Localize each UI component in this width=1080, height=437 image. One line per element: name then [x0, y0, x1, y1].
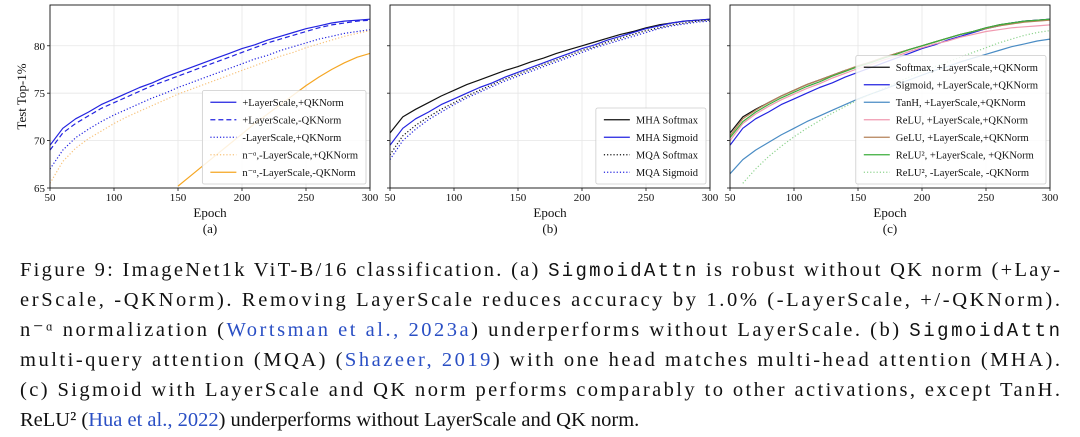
x-tick-label: 50 [725, 192, 737, 204]
x-tick-label: 250 [638, 192, 655, 204]
x-tick-label: 300 [362, 192, 379, 204]
legend-label: -LayerScale,+QKNorm [242, 133, 341, 144]
x-tick-label: 100 [106, 192, 123, 204]
x-tick-label: 200 [234, 192, 251, 204]
x-tick-label: 100 [786, 192, 803, 204]
legend-label: n⁻ᵅ,-LayerScale,-QKNorm [242, 168, 355, 179]
legend-box [201, 90, 367, 185]
caption-text: ) with one head matches multi-head atten… [493, 349, 1060, 371]
x-tick-label: 200 [914, 192, 931, 204]
legend-label: ReLU, +LayerScale,+QKNorm [896, 116, 1028, 127]
panel-label: (b) [542, 221, 557, 236]
caption-text: (c) Sigmoid with LayerScale and QK norm … [20, 379, 1060, 401]
legend: MHA Softmax MHA Sigmoid MQA Softmax MQA Sig… [595, 107, 707, 185]
legend-label: ReLU², -LayerScale, -QKNorm [896, 168, 1029, 179]
legend-label: Softmax, +LayerScale,+QKNorm [896, 63, 1038, 74]
panel: 65 70 75 80 50 100 150 200 250 300 Epoch(a) Test To… [14, 4, 379, 236]
x-tick-label: 250 [298, 192, 315, 204]
caption-text: SigmoidAttn [548, 260, 696, 282]
legend-label: MHA Softmax [636, 116, 699, 127]
y-tick-label: 75 [34, 88, 46, 100]
y-tick-label: 80 [34, 41, 46, 53]
series-line [390, 20, 710, 160]
series-line [50, 30, 370, 184]
legend-label: Sigmoid, +LayerScale,+QKNorm [896, 81, 1038, 92]
caption-text: Figure 9: ImageNet1k ViT-B/16 classifica… [20, 259, 546, 281]
legend-label: n⁻ᵅ,-LayerScale,+QKNorm [242, 151, 358, 162]
series-line [50, 18, 370, 146]
caption-text: multi-query attention (MQA) ( [20, 349, 343, 371]
x-axis-label: Epoch [873, 205, 907, 220]
legend-label: MQA Sigmoid [636, 168, 699, 179]
legend-label: GeLU, +LayerScale,+QKNorm [896, 133, 1029, 144]
plot-frame [729, 4, 1051, 189]
x-tick-label: 200 [574, 192, 591, 204]
series-group [390, 18, 710, 160]
legend-label: ReLU², +LayerScale, +QKNorm [896, 151, 1034, 162]
legend-label: MQA Softmax [636, 151, 699, 162]
x-axis-label: Epoch [533, 205, 567, 220]
caption-text: ReLU² ( [20, 409, 88, 431]
caption-text: Shazeer, 2019 [345, 349, 490, 371]
y-axis-label: Test Top-1% [14, 63, 29, 129]
series-line [390, 18, 710, 134]
y-tick-label: 65 [34, 183, 46, 195]
caption-text: erScale, -QKNorm). Removing LayerScale r… [20, 289, 1060, 311]
legend-label: TanH, +LayerScale,+QKNorm [896, 98, 1026, 109]
caption-line: erScale, -QKNorm). Removing LayerScale r… [20, 289, 1060, 311]
x-tick-label: 150 [850, 192, 867, 204]
caption-line: multi-query attention (MQA) (Shazeer, 20… [20, 349, 1060, 371]
x-tick-label: 50 [45, 192, 57, 204]
caption-line: ReLU² (Hua et al., 2022) underperforms w… [20, 409, 639, 431]
caption-line: (c) Sigmoid with LayerScale and QK norm … [20, 379, 1060, 401]
caption-line: Figure 9: ImageNet1k ViT-B/16 classifica… [20, 259, 1060, 282]
series-line [390, 18, 710, 146]
caption-text: is robust without QK norm (+Lay- [699, 259, 1061, 281]
panel-label: (a) [203, 221, 217, 236]
series-line [50, 29, 370, 170]
legend-label: +LayerScale,+QKNorm [242, 98, 343, 109]
caption-text: SigmoidAttn [909, 320, 1060, 342]
legend: Softmax, +LayerScale,+QKNorm Sigmoid, +La… [855, 55, 1047, 185]
caption-text: Wortsman et al., 2023a [226, 319, 468, 341]
series-line [50, 19, 370, 151]
caption-text: ) underperforms without LayerScale. (b) [471, 319, 907, 341]
plot-frame [49, 4, 371, 189]
x-axis-label: Epoch [193, 205, 227, 220]
x-tick-label: 150 [170, 192, 187, 204]
caption-text: n⁻ᵅ normalization ( [20, 319, 224, 341]
legend-label: +LayerScale,-QKNorm [242, 116, 341, 127]
plot-frame [389, 4, 711, 189]
caption-line: n⁻ᵅ normalization (Wortsman et al., 2023… [20, 319, 1060, 342]
series-line [742, 30, 1050, 184]
x-tick-label: 100 [446, 192, 463, 204]
legend-box [595, 107, 707, 185]
x-tick-label: 250 [978, 192, 995, 204]
y-tick-label: 70 [34, 136, 46, 148]
caption-text: ) underperforms without LayerScale and Q… [219, 409, 640, 431]
x-tick-label: 150 [510, 192, 527, 204]
legend-box [855, 55, 1047, 185]
x-tick-label: 300 [702, 192, 719, 204]
panel: 50 100 150 200 250 300 Epoch(c) Softmax, +Layer… [725, 4, 1059, 236]
x-tick-label: 50 [385, 192, 397, 204]
legend: +LayerScale,+QKNorm +LayerScale,-QKNorm -L… [201, 90, 367, 185]
caption-text: Hua et al., 2022 [88, 409, 218, 431]
x-tick-label: 300 [1042, 192, 1059, 204]
legend-label: MHA Sigmoid [636, 133, 699, 144]
panel-label: (c) [883, 221, 897, 236]
